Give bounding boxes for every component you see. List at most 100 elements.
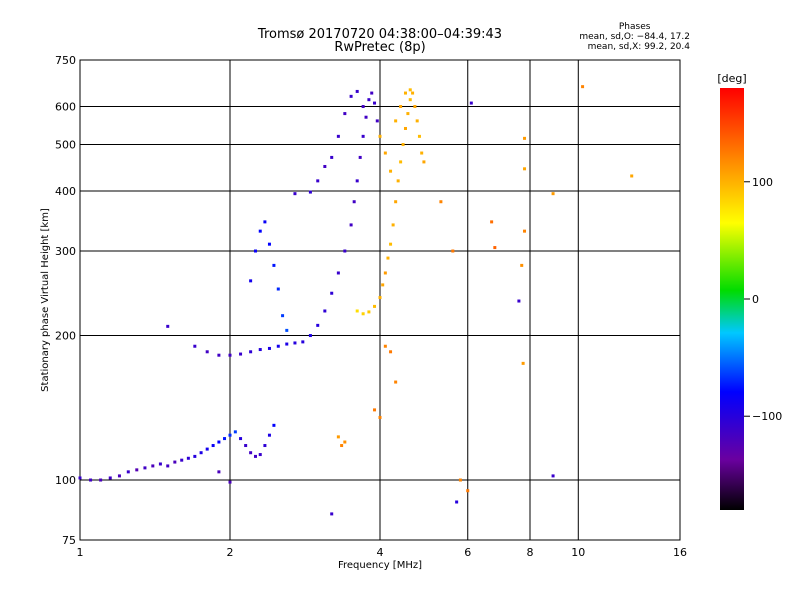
colorbar-tick-label: 100 (752, 176, 773, 189)
data-point-o (336, 271, 340, 275)
plot-frame (79, 59, 681, 541)
data-point-x (581, 85, 585, 89)
data-point-o (276, 344, 280, 348)
data-point-o (343, 112, 347, 116)
y-tick-label: 600 (55, 101, 76, 114)
data-point-o (375, 119, 379, 123)
x-tick-labels: 1 2 4 6 8 10 16 (77, 546, 688, 559)
data-point-o (364, 115, 368, 119)
data-point-x (523, 167, 527, 171)
data-point-o (308, 190, 312, 194)
data-point-x (523, 229, 527, 233)
data-point-x (523, 136, 527, 140)
data-point-o (373, 101, 377, 105)
phases-o-line: mean, sd,O: −84.4, 17.2 (579, 32, 690, 42)
data-point-x (406, 112, 410, 116)
data-point-o (239, 352, 243, 356)
data-point-o (301, 340, 305, 344)
colorbar (720, 88, 744, 510)
data-point-o (285, 328, 289, 332)
y-tick-label: 750 (55, 54, 76, 67)
data-point-x (520, 263, 524, 267)
data-point-o (228, 353, 232, 357)
data-point-x (378, 415, 382, 419)
data-point-x (415, 119, 419, 123)
data-point-o (293, 192, 297, 196)
data-point-o (263, 444, 267, 448)
data-point-o (166, 324, 170, 328)
data-point-o (469, 101, 473, 105)
data-point-x (411, 91, 415, 95)
data-point-x (551, 192, 555, 196)
data-point-x (394, 119, 398, 123)
data-point-o (217, 470, 221, 474)
data-point-o (193, 344, 197, 348)
colorbar-tick-label: −100 (752, 410, 782, 423)
data-point-o (336, 134, 340, 138)
data-point-x (389, 169, 393, 173)
data-point-x (521, 361, 525, 365)
x-tick-label: 8 (527, 546, 534, 559)
data-point-o (361, 134, 365, 138)
data-point-o (249, 350, 253, 354)
data-point-o (135, 468, 139, 472)
data-point-o (367, 98, 371, 102)
data-point-o (233, 430, 237, 434)
data-point-o (249, 279, 253, 283)
data-point-x (381, 283, 385, 287)
data-point-o (361, 105, 365, 109)
data-point-x (383, 271, 387, 275)
data-point-o (330, 155, 334, 159)
data-point-x (340, 444, 344, 448)
data-point-o (267, 346, 271, 350)
data-point-o (323, 164, 327, 168)
data-point-x (336, 435, 340, 439)
x-tick-label: 16 (673, 546, 687, 559)
data-point-o (358, 155, 362, 159)
data-point-x (367, 310, 371, 314)
data-point-o (267, 433, 271, 437)
data-point-x (422, 160, 426, 164)
data-point-x (630, 174, 634, 178)
data-point-o (173, 460, 177, 464)
y-tick-label: 400 (55, 185, 76, 198)
data-point-o (78, 476, 82, 480)
data-point-x (401, 143, 405, 147)
colorbar-ticks: 100 0 −100 (744, 176, 782, 423)
data-point-x (466, 489, 470, 493)
y-tick-label: 300 (55, 245, 76, 258)
data-point-o (199, 451, 203, 455)
colorbar-label: [deg] (717, 72, 746, 85)
data-point-x (413, 105, 417, 109)
data-point-x (399, 160, 403, 164)
data-point-o (308, 334, 312, 338)
data-point-x (417, 134, 421, 138)
data-point-o (517, 299, 521, 303)
data-point-o (355, 179, 359, 183)
data-point-o (285, 342, 289, 346)
data-point-o (258, 348, 262, 352)
data-point-o (349, 223, 353, 227)
data-point-o (293, 341, 297, 345)
data-point-o (330, 512, 334, 516)
data-point-o (352, 200, 356, 204)
y-axis-label: Stationary phase Virtual Height [km] (40, 208, 51, 392)
data-point-x (493, 246, 497, 250)
data-point-o (143, 466, 147, 470)
data-point-x (343, 440, 347, 444)
data-point-o (217, 353, 221, 357)
data-point-x (403, 126, 407, 130)
data-point-o (281, 314, 285, 318)
data-point-x (355, 309, 359, 313)
data-point-x (383, 151, 387, 155)
data-point-o (249, 451, 253, 455)
chart-title: Tromsø 20170720 04:38:00–04:39:43 (257, 27, 503, 42)
data-point-o (258, 229, 262, 233)
data-point-o (117, 474, 121, 478)
data-point-x (420, 151, 424, 155)
data-point-x (439, 200, 443, 204)
data-point-x (408, 98, 412, 102)
data-point-o (343, 249, 347, 253)
data-point-o (126, 470, 130, 474)
data-point-o (151, 464, 155, 468)
